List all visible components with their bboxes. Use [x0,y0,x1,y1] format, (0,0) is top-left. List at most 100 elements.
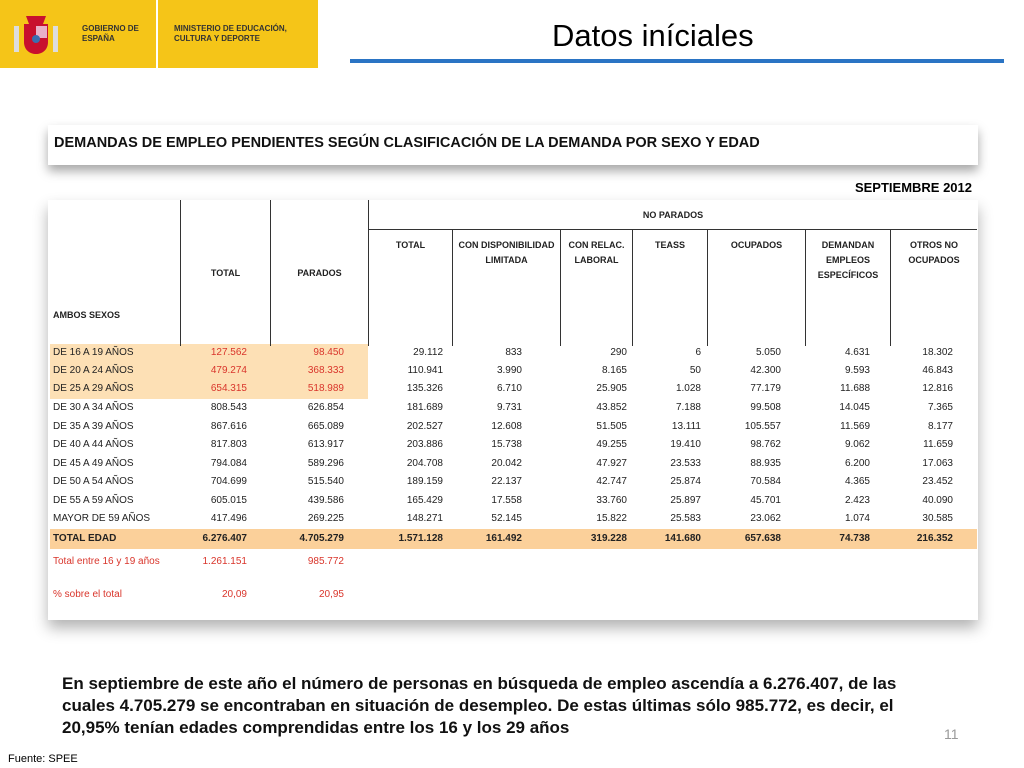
table-row: TOTAL EDAD 6.276.407 4.705.279 1.571.128 161… [50,530,977,548]
table-row: DE 25 A 29 AÑOS 654.315 518.989 135.326 6.71… [50,380,977,398]
section-label: AMBOS SEXOS [53,310,121,320]
table-cell: 4.705.279 [299,533,345,544]
table-row: DE 20 A 24 AÑOS 479.274 368.333 110.941 3.99… [50,362,977,380]
table-cell: 77.179 [750,383,781,394]
source-note: Fuente: SPEE [8,753,78,765]
table-cell: 7.365 [927,402,953,413]
table-period: SEPTIEMBRE 2012 [854,180,972,195]
logo-text-government: GOBIERNO DE ESPAÑA [82,24,139,43]
table-cell: 518.989 [307,383,344,394]
row-label: DE 50 A 54 AÑOS [53,476,134,487]
table-cell: 23.062 [750,513,781,524]
table-cell: 70.584 [750,476,781,487]
coat-of-arms-icon [14,16,58,54]
table-cell: 42.747 [596,476,627,487]
table-cell: 165.429 [406,495,443,506]
table-cell: 6.200 [844,458,870,469]
table-cell: 13.111 [671,421,701,432]
table-cell: 49.255 [596,439,627,450]
page-number: 11 [944,726,959,742]
table-cell: 46.843 [922,365,953,376]
table-cell: 105.557 [744,421,781,432]
table-cell: 20.042 [491,458,522,469]
table-cell: 12.816 [922,383,953,394]
table-cell: 1.028 [675,383,701,394]
column-header: TEASS [632,230,707,346]
table-row: DE 45 A 49 AÑOS 794.084 589.296 204.708 20.0… [50,455,977,473]
table-cell: 110.941 [407,365,443,376]
table-cell: 141.680 [664,533,701,544]
table-cell: 1.261.151 [202,556,248,567]
table-cell: 204.708 [406,458,443,469]
table-cell: 15.822 [596,513,627,524]
table-cell: 12.608 [491,421,522,432]
table-cell: 29.112 [413,347,443,358]
table-cell: 23.533 [670,458,701,469]
table-cell: 98.762 [750,439,781,450]
table-cell: 98.450 [313,347,344,358]
table-cell: 1.074 [844,513,870,524]
table-row: MAYOR DE 59 AÑOS 417.496 269.225 148.271 52.… [50,510,977,528]
table-cell: 203.886 [406,439,443,450]
column-header: CON DISPONIBILIDAD LIMITADA [452,230,560,346]
table-cell: 4.631 [844,347,870,358]
table-cell: 23.452 [922,476,953,487]
table-cell: 833 [505,347,522,358]
table-cell: 9.593 [844,365,870,376]
table-cell: 985.772 [307,556,344,567]
table-cell: 127.562 [210,347,247,358]
table-cell: 368.333 [307,365,344,376]
table-cell: 11.569 [840,421,870,432]
table-cell: 20,09 [221,589,247,600]
table-cell: 817.803 [210,439,247,450]
row-label: % sobre el total [53,589,122,600]
row-label: DE 35 A 39 AÑOS [53,421,134,432]
table-cell: 99.508 [750,402,781,413]
table-cell: 5.050 [755,347,781,358]
column-header: OCUPADOS [707,230,805,346]
table-cell: 1.571.128 [398,533,444,544]
table-cell: 626.854 [307,402,344,413]
table-cell: 15.738 [491,439,522,450]
table-cell: 794.084 [210,458,247,469]
table-row: DE 35 A 39 AÑOS 867.616 665.089 202.527 12.6… [50,418,977,436]
table-cell: 25.583 [670,513,701,524]
table-cell: 2.423 [844,495,870,506]
table-cell: 290 [610,347,627,358]
row-label: DE 45 A 49 AÑOS [53,458,134,469]
table-cell: 45.701 [750,495,781,506]
table-cell: 9.731 [496,402,522,413]
row-label: TOTAL EDAD [53,533,117,544]
column-header: CON RELAC. LABORAL [560,230,632,346]
row-label: DE 55 A 59 AÑOS [53,495,134,506]
table-row: Total entre 16 y 19 años 1.261.151 985.772 [50,553,977,571]
table-cell: 88.935 [750,458,781,469]
table-cell: 216.352 [916,533,953,544]
row-label: DE 16 A 19 AÑOS [53,347,134,358]
table-title-bar: DEMANDAS DE EMPLEO PENDIENTES SEGÚN CLAS… [48,125,978,165]
no-parados-header: NO PARADOS [368,200,977,230]
slide-title: Datos iníciales [552,18,754,53]
table-cell: 40.090 [922,495,953,506]
table-cell: 7.188 [675,402,701,413]
table-row: % sobre el total 20,09 20,95 [50,586,977,604]
table-cell: 479.274 [210,365,247,376]
employment-table: NO PARADOS AMBOS SEXOS TOTAL PARADOS TOTAL… [50,200,977,612]
table-cell: 25.905 [596,383,627,394]
table-cell: 417.496 [210,513,247,524]
table-cell: 6.710 [496,383,522,394]
table-cell: 439.586 [307,495,344,506]
table-cell: 8.165 [601,365,627,376]
table-row: DE 40 A 44 AÑOS 817.803 613.917 203.886 15.7… [50,436,977,454]
table-cell: 51.505 [596,421,627,432]
table-cell: 52.145 [491,513,522,524]
table-cell: 11.659 [923,439,953,450]
table-cell: 613.917 [307,439,344,450]
table-cell: 202.527 [406,421,443,432]
row-label: DE 30 A 34 AÑOS [53,402,134,413]
table-cell: 22.137 [491,476,522,487]
table-cell: 50 [689,365,701,376]
column-header: TOTAL [180,200,270,346]
table-cell: 654.315 [210,383,247,394]
table-cell: 161.492 [485,533,522,544]
